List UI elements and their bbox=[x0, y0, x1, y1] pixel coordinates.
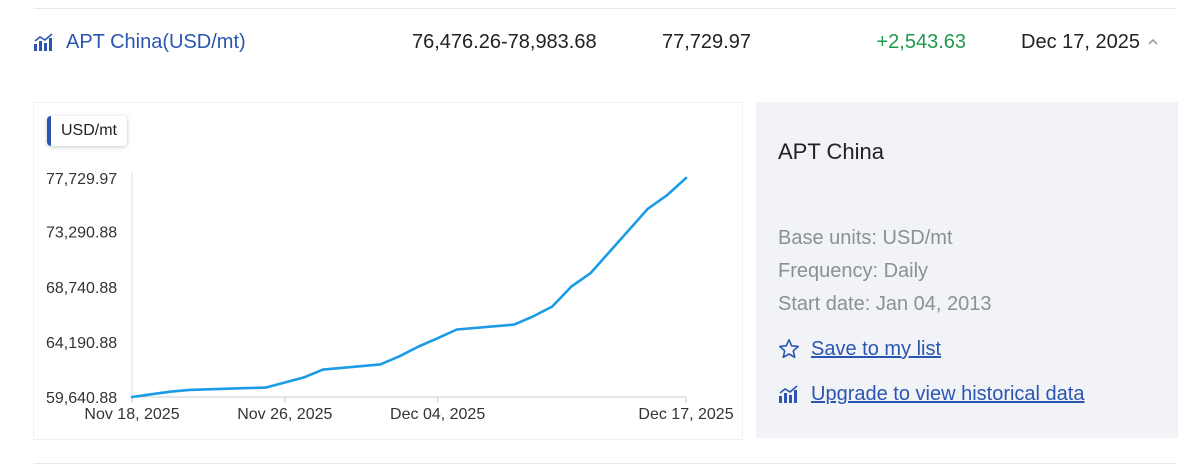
current-price: 77,729.97 bbox=[662, 31, 751, 53]
start-date: Start date: Jan 04, 2013 bbox=[778, 293, 992, 315]
y-tick-label: 73,290.88 bbox=[46, 225, 117, 242]
frequency: Frequency: Daily bbox=[778, 260, 929, 282]
unit-badge: USD/mt bbox=[47, 116, 127, 146]
price-series-line bbox=[130, 176, 688, 399]
panel-title: APT China bbox=[778, 139, 884, 164]
x-tick-label: Dec 04, 2025 bbox=[390, 406, 485, 423]
top-divider bbox=[34, 8, 1176, 9]
day-range: 76,476.26-78,983.68 bbox=[412, 31, 597, 53]
y-tick-label: 59,640.88 bbox=[46, 390, 117, 407]
chevron-up-icon[interactable] bbox=[1146, 35, 1160, 49]
y-tick-label: 64,190.88 bbox=[46, 335, 117, 352]
x-tick-label: Dec 17, 2025 bbox=[638, 406, 733, 423]
commodity-name-link[interactable]: APT China(USD/mt) bbox=[66, 31, 246, 53]
upgrade-historical-link[interactable]: Upgrade to view historical data bbox=[811, 383, 1085, 405]
star-outline-icon[interactable] bbox=[778, 338, 800, 360]
bar-chart-icon bbox=[34, 33, 53, 51]
x-tick-label: Nov 26, 2025 bbox=[237, 406, 332, 423]
row-date: Dec 17, 2025 bbox=[1021, 31, 1140, 53]
y-tick-label: 68,740.88 bbox=[46, 280, 117, 297]
bottom-divider bbox=[34, 463, 1176, 464]
save-to-list-link[interactable]: Save to my list bbox=[811, 338, 942, 360]
line-chart: 77,729.97 73,290.88 68,740.88 64,190.88 59,6… bbox=[46, 171, 734, 423]
commodity-row[interactable]: APT China(USD/mt) 76,476.26-78,983.68 77… bbox=[0, 20, 1199, 66]
base-units: Base units: USD/mt bbox=[778, 227, 953, 249]
price-chart: 77,729.97 73,290.88 68,740.88 64,190.88 59,6… bbox=[33, 102, 743, 440]
bar-chart-icon[interactable] bbox=[778, 383, 800, 405]
y-tick-label: 77,729.97 bbox=[46, 171, 117, 188]
x-tick-label: Nov 18, 2025 bbox=[84, 406, 179, 423]
price-change: +2,543.63 bbox=[876, 31, 966, 53]
info-panel: APT China Base units: USD/mt Frequency: … bbox=[756, 102, 1178, 438]
